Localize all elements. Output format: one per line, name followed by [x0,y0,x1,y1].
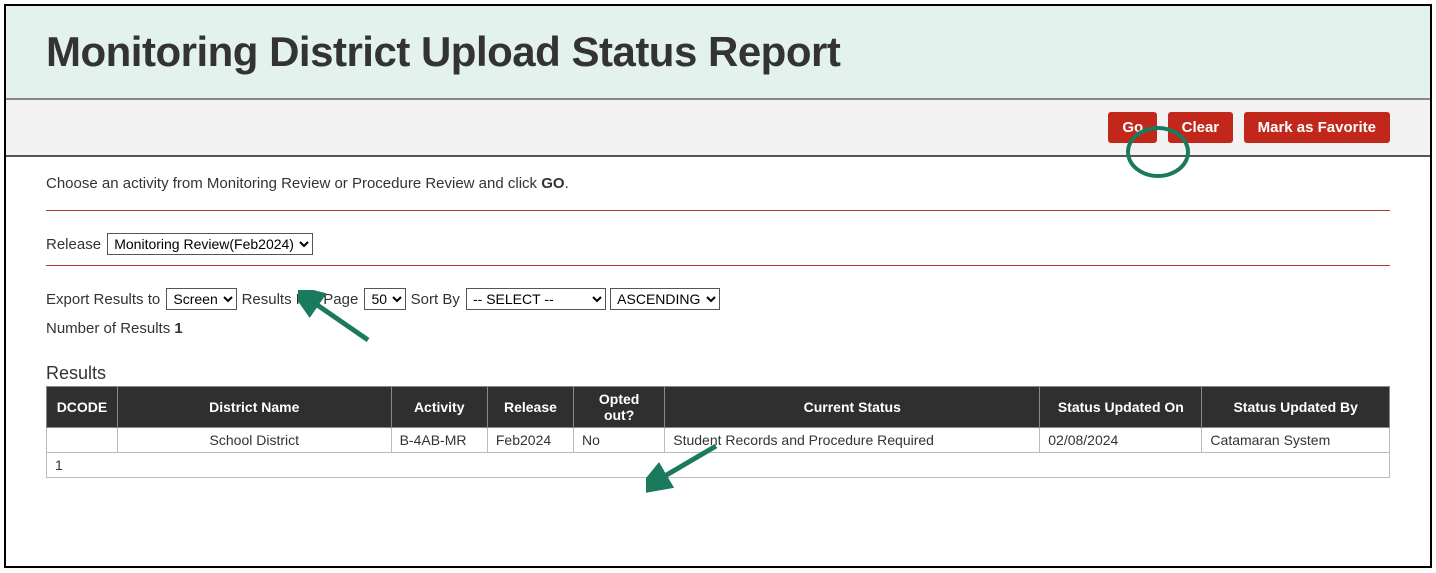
col-release[interactable]: Release [487,387,573,428]
release-label: Release [46,236,101,253]
page-header: Monitoring District Upload Status Report [6,6,1430,100]
col-district-name[interactable]: District Name [117,387,391,428]
pager-cell[interactable]: 1 [47,453,1390,478]
cell: No [574,428,665,453]
divider-2 [46,265,1390,266]
results-heading: Results [46,363,1390,384]
instruction-suffix: . [565,175,569,192]
clear-button[interactable]: Clear [1168,112,1234,143]
results-table: DCODEDistrict NameActivityReleaseOpted o… [46,386,1390,478]
cell: B-4AB-MR [391,428,487,453]
instruction-text: Choose an activity from Monitoring Revie… [46,175,1390,192]
results-thead: DCODEDistrict NameActivityReleaseOpted o… [47,387,1390,428]
num-results-line: Number of Results 1 [46,320,1390,337]
export-label: Export Results to [46,291,160,308]
content-area: Choose an activity from Monitoring Revie… [6,157,1430,478]
release-select[interactable]: Monitoring Review(Feb2024) [107,233,313,255]
cell: Student Records and Procedure Required [665,428,1040,453]
cell: 02/08/2024 [1040,428,1202,453]
header-row: DCODEDistrict NameActivityReleaseOpted o… [47,387,1390,428]
cell [47,428,118,453]
col-opted-out-[interactable]: Opted out? [574,387,665,428]
col-activity[interactable]: Activity [391,387,487,428]
cell: Feb2024 [487,428,573,453]
instruction-bold: GO [541,175,564,192]
cell: Catamaran System [1202,428,1390,453]
col-status-updated-by[interactable]: Status Updated By [1202,387,1390,428]
results-tbody: School DistrictB-4AB-MRFeb2024NoStudent … [47,428,1390,453]
col-dcode[interactable]: DCODE [47,387,118,428]
col-current-status[interactable]: Current Status [665,387,1040,428]
direction-select[interactable]: ASCENDING [610,288,720,310]
num-results-label: Number of Results [46,320,170,337]
table-row[interactable]: School DistrictB-4AB-MRFeb2024NoStudent … [47,428,1390,453]
app-frame: Monitoring District Upload Status Report… [4,4,1432,568]
sort-label: Sort By [411,291,460,308]
cell: School District [117,428,391,453]
release-row: Release Monitoring Review(Feb2024) [46,233,1390,255]
page-title: Monitoring District Upload Status Report [46,28,1430,76]
go-button[interactable]: Go [1108,112,1157,143]
rpp-label: Results Per Page [242,291,359,308]
pager-row: 1 [47,453,1390,478]
rpp-select[interactable]: 50 [364,288,406,310]
export-row: Export Results to Screen Results Per Pag… [46,288,1390,310]
export-select[interactable]: Screen [166,288,237,310]
num-results-value: 1 [174,320,182,337]
mark-favorite-button[interactable]: Mark as Favorite [1244,112,1390,143]
sort-select[interactable]: -- SELECT -- [466,288,606,310]
action-button-bar: Go Clear Mark as Favorite [6,100,1430,157]
instruction-prefix: Choose an activity from Monitoring Revie… [46,175,541,192]
divider-1 [46,210,1390,211]
col-status-updated-on[interactable]: Status Updated On [1040,387,1202,428]
